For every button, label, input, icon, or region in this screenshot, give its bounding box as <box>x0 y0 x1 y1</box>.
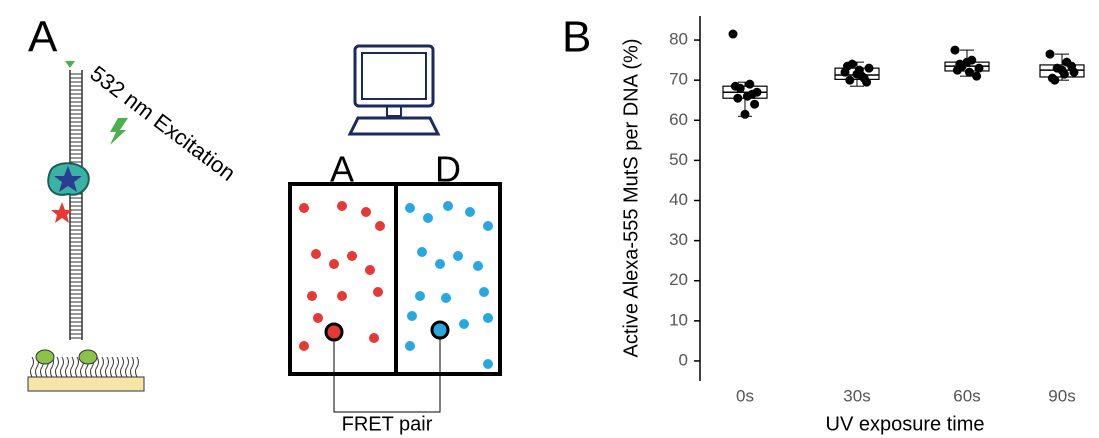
brush <box>55 356 59 378</box>
data-point <box>852 69 862 79</box>
y-tick-label: 10 <box>669 310 688 329</box>
donor-dot <box>423 213 433 223</box>
donor-dot <box>479 287 489 297</box>
acceptor-dot <box>361 207 371 217</box>
data-point <box>1057 65 1067 75</box>
data-point <box>1045 49 1055 59</box>
data-point <box>974 63 984 73</box>
acceptor-dot <box>347 251 357 261</box>
brush <box>105 356 109 378</box>
brush <box>95 356 99 378</box>
data-point <box>728 29 738 39</box>
brush <box>125 356 129 378</box>
y-tick-label: 0 <box>679 350 688 369</box>
acceptor-dot <box>313 313 323 323</box>
acceptor-dot <box>369 333 379 343</box>
brush <box>115 356 119 378</box>
brush <box>110 356 114 378</box>
panel-label: B <box>562 13 591 62</box>
donor-dot <box>405 341 415 351</box>
data-point <box>950 45 960 55</box>
acceptor-label: A <box>330 149 354 190</box>
donor-dot <box>473 261 483 271</box>
acceptor-dot <box>375 221 385 231</box>
y-tick-label: 40 <box>669 190 688 209</box>
data-point <box>750 99 760 109</box>
data-point <box>864 63 874 73</box>
data-point <box>964 67 974 77</box>
y-tick-label: 70 <box>669 70 688 89</box>
data-point <box>845 75 855 85</box>
y-tick-label: 30 <box>669 230 688 249</box>
y-tick-label: 50 <box>669 150 688 169</box>
y-tick-label: 60 <box>669 110 688 129</box>
brush <box>130 356 134 378</box>
acceptor-dot <box>307 291 317 301</box>
donor-dot <box>407 311 417 321</box>
x-tick-label: 30s <box>843 386 870 405</box>
data-point <box>747 89 757 99</box>
x-axis-label: UV exposure time <box>826 413 985 435</box>
donor-dot <box>483 313 493 323</box>
data-point <box>1067 61 1077 71</box>
y-tick-label: 20 <box>669 270 688 289</box>
brush <box>100 356 104 378</box>
fret-label: FRET pair <box>342 413 433 435</box>
data-point <box>1047 73 1057 83</box>
donor-dot <box>443 201 453 211</box>
acceptor-dot <box>299 203 309 213</box>
acceptor-dot <box>337 201 347 211</box>
acceptor-dot <box>365 265 375 275</box>
data-point <box>962 57 972 67</box>
donor-dot <box>415 291 425 301</box>
y-tick-label: 80 <box>669 30 688 49</box>
brush <box>135 356 139 378</box>
data-point <box>733 93 743 103</box>
data-point <box>740 109 750 119</box>
brush <box>65 356 69 378</box>
data-point <box>859 73 869 83</box>
acceptor-dot <box>329 259 339 269</box>
panel-a: A 532 nm Excitation A D FRET pair <box>27 13 502 435</box>
brush <box>120 356 124 378</box>
y-axis-label: Active Alexa-555 MutS per DNA (%) <box>620 38 642 357</box>
panel-label: A <box>28 13 58 62</box>
donor-dot <box>417 247 427 257</box>
donor-dot <box>453 251 463 261</box>
data-point <box>730 81 740 91</box>
donor-dot <box>483 221 493 231</box>
brush <box>75 356 79 378</box>
donor-dot <box>405 203 415 213</box>
acceptor-dot <box>373 287 383 297</box>
data-point <box>745 79 755 89</box>
data-point <box>972 71 982 81</box>
acceptor-dot <box>337 291 347 301</box>
acceptor-dot <box>311 249 321 259</box>
donor-dot <box>435 259 445 269</box>
donor-dot <box>483 359 493 369</box>
brush <box>30 356 34 378</box>
acceptor-dot <box>299 341 309 351</box>
donor-dot <box>465 207 475 217</box>
data-point <box>952 65 962 75</box>
x-tick-label: 60s <box>953 386 980 405</box>
data-point <box>842 61 852 71</box>
donor-label: D <box>435 149 461 190</box>
x-tick-label: 90s <box>1048 386 1075 405</box>
donor-dot <box>459 319 469 329</box>
brush <box>70 356 74 378</box>
excitation-label: 532 nm Excitation <box>85 61 240 186</box>
donor-dot <box>441 293 451 303</box>
brush <box>60 356 64 378</box>
x-tick-label: 0s <box>736 386 754 405</box>
